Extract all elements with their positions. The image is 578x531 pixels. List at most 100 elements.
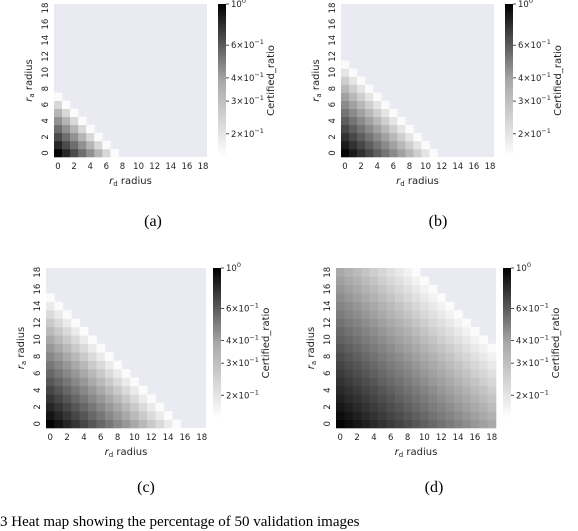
heatmap-cell [445, 326, 455, 336]
heatmap-cell [397, 116, 406, 126]
heatmap-cell [86, 140, 95, 150]
heatmap-cell [428, 360, 438, 370]
heatmap-cell [341, 68, 350, 77]
heatmap-cell [470, 352, 480, 361]
panel-2: 0 2 4 6 8 10 12 14 16 18 0 2 4 6 8 10 12 14 16 18 rd radius r… [16, 261, 272, 496]
heatmap-cell [79, 402, 89, 412]
heatmap-cell [349, 84, 358, 93]
heatmap-cell [411, 318, 421, 328]
heatmap-cell [394, 335, 404, 345]
heatmap-cell [462, 326, 472, 336]
heatmap-cell [378, 276, 387, 286]
heatmap-cell [344, 343, 354, 353]
heatmap-cell [369, 377, 379, 387]
x-tick-label: 14 [165, 162, 176, 172]
heatmap-cell [462, 343, 472, 353]
heatmap-cell [381, 148, 390, 158]
heatmap-cell [403, 318, 413, 328]
y-tick-label: 18 [328, 3, 338, 14]
heatmap-cell [428, 301, 438, 311]
y-tick-label: 2 [33, 404, 43, 409]
heatmap-cell [71, 352, 80, 361]
heatmap-cell [352, 385, 362, 395]
heatmap-cell [389, 132, 398, 142]
y-tick-label: 2 [328, 134, 338, 139]
heatmap-cell [373, 140, 382, 150]
x-tick-label: 0 [342, 162, 347, 172]
heatmap-cell [420, 377, 429, 387]
heatmap-cell [54, 326, 64, 336]
x-tick-label: 10 [420, 162, 431, 172]
heatmap-cell [71, 318, 80, 328]
heatmap-cell [428, 369, 438, 378]
heatmap-cell [373, 108, 382, 118]
heatmap-cell [344, 352, 354, 361]
heatmap-cell [79, 377, 89, 387]
heatmap-cell [365, 108, 374, 118]
heatmap-cell [344, 394, 354, 404]
heatmap-cell [78, 132, 87, 142]
heatmap-cell [394, 411, 404, 420]
x-tick-label: 6 [104, 162, 109, 172]
heatmap-cell [378, 343, 387, 353]
heatmap-cell [361, 326, 370, 336]
y-tick-label: 12 [328, 51, 338, 62]
heatmap-cell [487, 402, 497, 412]
heatmap-cell [369, 369, 379, 378]
x-axis-label: rd radius [109, 176, 152, 188]
heatmap-cell [361, 335, 370, 345]
heatmap-cell [369, 301, 379, 311]
heatmap-cell [113, 369, 123, 378]
heatmap-cell [394, 402, 404, 412]
y-tick-label: 6 [323, 371, 333, 376]
heatmap-cell [54, 116, 63, 126]
y-tick-label: 8 [33, 354, 43, 359]
heatmap-cell [104, 377, 114, 387]
x-tick-label: 2 [354, 433, 359, 443]
heatmap-cell [479, 402, 488, 412]
heatmap-cell [96, 385, 106, 395]
heatmap-cell [365, 132, 374, 142]
colorbar-tick-label: 3×10−1 [226, 356, 259, 369]
heatmap-cell [386, 394, 396, 404]
y-axis-label: ra radius [306, 327, 318, 370]
colorbar-label: Certified_ratio [261, 308, 272, 379]
heatmap-cell [71, 394, 80, 404]
heatmap-cell [411, 301, 421, 311]
heatmap-cell [420, 301, 429, 311]
heatmap-cell [462, 402, 472, 412]
heatmap-cell [378, 360, 387, 370]
y-tick-label: 6 [328, 102, 338, 107]
heatmap-cell [357, 76, 366, 85]
heatmap-cell [130, 419, 139, 429]
heatmap-cell [428, 352, 438, 361]
heatmap-cell [79, 369, 89, 378]
y-tick-label: 14 [323, 300, 333, 311]
heatmap-cell [437, 343, 446, 353]
heatmap-cell [420, 318, 429, 328]
heatmap-cell [62, 419, 72, 429]
heatmap-cell [369, 343, 379, 353]
heatmap-cell [428, 310, 438, 319]
y-axis-label: ra radius [16, 327, 28, 370]
heatmap-cell [394, 326, 404, 336]
heatmap-cell [386, 377, 396, 387]
x-tick-label: 12 [149, 162, 160, 172]
heatmap-cell [88, 411, 97, 420]
figure-caption-text: 3 Heat map showing the percentage of 50 … [0, 514, 360, 530]
heatmap-cell [403, 310, 413, 319]
heatmap-cell [102, 140, 111, 150]
heatmap-cell [453, 419, 463, 429]
heatmap-cell [378, 419, 387, 429]
heatmap-cell [71, 419, 80, 429]
heatmap-cell [378, 326, 387, 336]
heatmap-cell [336, 360, 345, 370]
heatmap-cell [96, 411, 106, 420]
heatmap-cell [462, 419, 472, 429]
heatmap-cell [403, 419, 413, 429]
heatmap-cell [70, 124, 79, 134]
heatmap-cell [445, 343, 455, 353]
heatmap-cell [104, 385, 114, 395]
y-tick-label: 4 [323, 387, 333, 392]
heatmap-cell [445, 310, 455, 319]
